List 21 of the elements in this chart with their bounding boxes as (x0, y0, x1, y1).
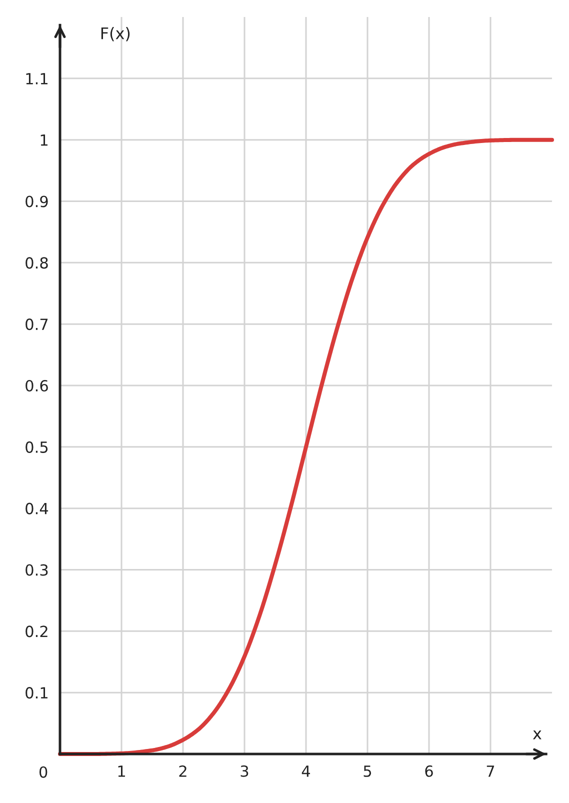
y-tick-label: 0.7 (26, 318, 48, 330)
x-tick-label: 3 (240, 765, 248, 777)
y-tick-label: 0.9 (26, 196, 48, 208)
x-tick-label: 1 (118, 766, 125, 777)
y-tick-label: 0.1 (26, 687, 48, 699)
x-tick-label: 2 (179, 765, 186, 777)
y-tick-label: 0.8 (26, 257, 48, 269)
y-tick-label: 0.4 (26, 502, 48, 514)
x-axis-title: x (532, 730, 542, 740)
y-axis-title: F(x) (101, 26, 130, 42)
y-tick-label: 0.2 (26, 626, 48, 638)
x-tick-label: 4 (302, 766, 310, 777)
x-tick-label: 5 (364, 766, 372, 777)
x-tick-label: 7 (486, 766, 494, 777)
y-tick-label: 0.6 (26, 380, 48, 392)
y-tick-label: 1 (40, 134, 48, 146)
x-tick-label: 6 (425, 765, 433, 777)
y-tick-label: 0.3 (26, 564, 48, 576)
annotation: 0 (39, 766, 48, 778)
y-tick-label: 0.5 (26, 441, 48, 453)
y-tick-label: 1.1 (26, 73, 48, 84)
